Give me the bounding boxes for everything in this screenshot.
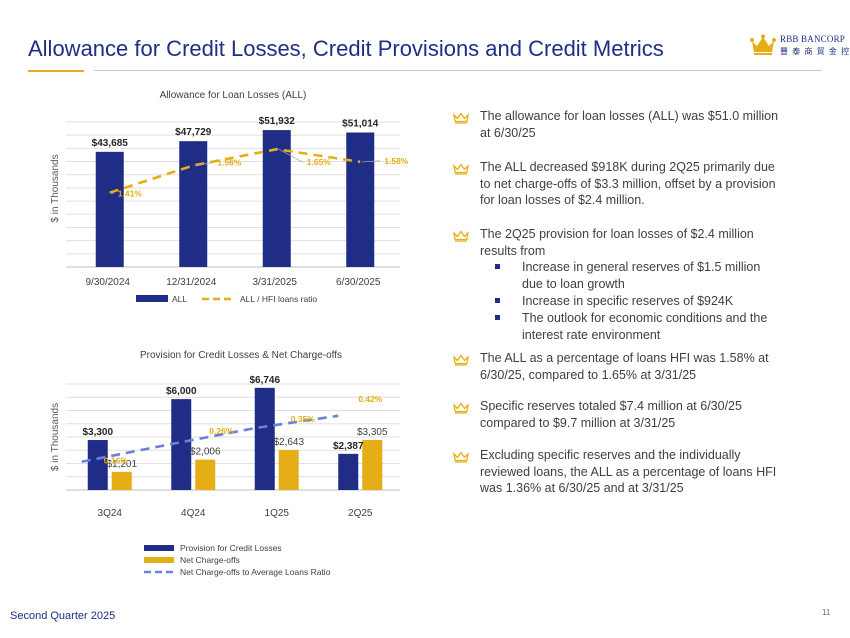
logo-chinese-name: 豐 泰 商 貿 金 控 xyxy=(780,47,850,56)
page-title: Allowance for Credit Losses, Credit Prov… xyxy=(28,36,664,61)
chargeoff-value-label: $1,201 xyxy=(106,459,137,470)
page-number: 11 xyxy=(822,608,831,617)
crown-bullet-icon xyxy=(452,229,470,242)
x-tick-label: 12/31/2024 xyxy=(166,277,216,288)
legend-label: Provision for Credit Losses xyxy=(180,543,282,553)
x-tick-label: 3Q24 xyxy=(98,508,123,519)
footer-quarter: Second Quarter 2025 xyxy=(10,610,116,622)
chart-title: Provision for Credit Losses & Net Charge… xyxy=(140,350,342,361)
title-accent-rule xyxy=(28,70,84,72)
sub-bullet-text: Increase in general reserves of $1.5 mil… xyxy=(522,260,761,291)
provision-chart: Provision for Credit Losses & Net Charge… xyxy=(40,340,420,590)
logo-wordmark: RBB BANCORP xyxy=(780,34,845,44)
ratio-leader-line xyxy=(278,148,303,163)
bar-provision xyxy=(87,440,108,490)
sub-bullet-text: Increase in specific reserves of $924K xyxy=(522,294,734,308)
ratio-value-label: 0.35% xyxy=(291,414,316,424)
x-tick-label: 4Q24 xyxy=(181,508,206,519)
legend-swatch-all xyxy=(136,295,168,302)
legend-label: Net Charge-offs to Average Loans Ratio xyxy=(180,567,331,577)
legend-label: ALL / HFI loans ratio xyxy=(240,294,317,304)
square-bullet-icon xyxy=(495,315,500,320)
bar-all xyxy=(179,141,208,267)
ratio-value-label: 0.26% xyxy=(209,426,234,436)
title-divider xyxy=(94,70,822,71)
bar-value-label: $51,932 xyxy=(259,116,296,127)
provision-value-label: $2,387 xyxy=(333,441,364,452)
x-tick-label: 1Q25 xyxy=(265,508,290,519)
chart-title: Allowance for Loan Losses (ALL) xyxy=(160,90,307,101)
bar-all xyxy=(346,132,375,267)
crown-bullet-icon xyxy=(452,401,470,414)
bullet-text: The ALL as a percentage of loans HFI was… xyxy=(480,351,769,382)
bar-provision xyxy=(171,399,192,490)
crown-bullet-icon xyxy=(452,111,470,124)
crown-bullet-icon xyxy=(452,162,470,175)
company-logo: RBB BANCORP 豐 泰 商 貿 金 控 xyxy=(750,32,849,68)
bullet-text: Excluding specific reserves and the indi… xyxy=(480,448,777,495)
legend-label: ALL xyxy=(172,294,187,304)
ratio-value-label: 1.65% xyxy=(307,157,332,167)
provision-value-label: $3,300 xyxy=(82,427,113,438)
crown-logo-icon xyxy=(750,34,776,55)
bar-value-label: $51,014 xyxy=(342,119,379,130)
bar-provision xyxy=(338,453,359,490)
square-bullet-icon xyxy=(495,298,500,303)
legend-swatch xyxy=(144,557,174,563)
ratio-value-label: 1.41% xyxy=(118,189,143,199)
bar-provision xyxy=(254,387,275,490)
ratio-line xyxy=(81,414,339,464)
bar-net-chargeoffs xyxy=(362,439,383,490)
allowance-chart-svg: Allowance for Loan Losses (ALL) $ in Thou… xyxy=(50,90,409,304)
ratio-value-label: 1.56% xyxy=(217,158,242,168)
y-axis-label: $ in Thousands xyxy=(50,403,61,471)
chargeoff-value-label: $2,006 xyxy=(190,447,221,458)
ratio-value-label: 0.42% xyxy=(358,394,383,404)
legend-label: Net Charge-offs xyxy=(180,555,240,565)
x-tick-label: 3/31/2025 xyxy=(253,277,298,288)
allowance-chart: Allowance for Loan Losses (ALL) $ in Thou… xyxy=(40,82,420,312)
sub-bullet-text: The outlook for economic conditions and … xyxy=(522,311,768,342)
bar-net-chargeoffs xyxy=(278,449,299,490)
y-axis-label: $ in Thousands xyxy=(50,154,61,222)
bar-all xyxy=(95,151,124,267)
chargeoff-value-label: $2,643 xyxy=(273,437,304,448)
provision-chart-svg: Provision for Credit Losses & Net Charge… xyxy=(50,350,400,577)
bullet-text: The 2Q25 provision for loan losses of $2… xyxy=(480,227,754,258)
bar-net-chargeoffs xyxy=(111,471,132,490)
x-tick-label: 9/30/2024 xyxy=(86,277,131,288)
ratio-leader-line xyxy=(195,162,214,166)
bar-net-chargeoffs xyxy=(195,459,216,490)
square-bullet-icon xyxy=(495,264,500,269)
ratio-value-label: 1.58% xyxy=(384,156,409,166)
ratio-leader-line xyxy=(362,160,381,163)
bar-value-label: $43,685 xyxy=(92,138,129,149)
chargeoff-value-label: $3,305 xyxy=(357,427,388,438)
crown-bullet-icon xyxy=(452,450,470,463)
bullet-text: Specific reserves totaled $7.4 million a… xyxy=(480,399,742,430)
ratio-value-label: 0.16% xyxy=(104,456,129,466)
legend-swatch xyxy=(144,545,174,551)
ratio-line xyxy=(109,147,361,194)
crown-bullet-icon xyxy=(452,353,470,366)
x-tick-label: 6/30/2025 xyxy=(336,277,381,288)
bullet-text: The ALL decreased $918K during 2Q25 prim… xyxy=(480,160,776,207)
x-tick-label: 2Q25 xyxy=(348,508,373,519)
bar-value-label: $47,729 xyxy=(175,127,212,138)
bullet-text: The allowance for loan losses (ALL) was … xyxy=(480,109,779,140)
provision-value-label: $6,000 xyxy=(166,386,197,397)
ratio-leader-line xyxy=(111,192,114,195)
provision-value-label: $6,746 xyxy=(249,375,280,386)
